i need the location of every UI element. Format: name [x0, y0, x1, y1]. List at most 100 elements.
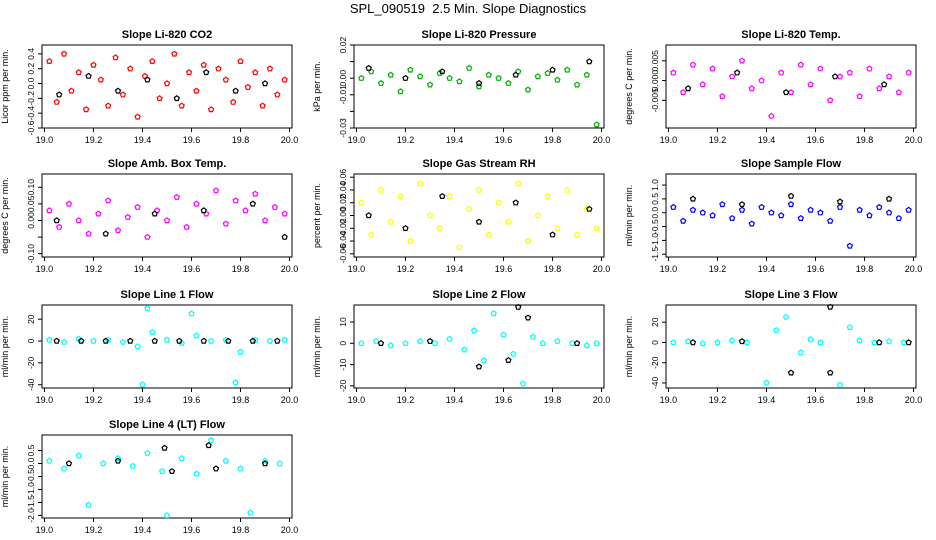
data-point — [876, 339, 883, 346]
data-point — [895, 89, 903, 96]
data-point — [163, 512, 171, 519]
y-tick-label: -20 — [338, 379, 348, 392]
data-point — [114, 227, 122, 234]
data-point — [387, 342, 394, 349]
data-point — [60, 338, 68, 345]
data-point — [55, 223, 63, 230]
data-point — [549, 231, 556, 238]
data-point — [836, 381, 844, 388]
data-point — [465, 205, 473, 212]
y-tick-label: 0.00 — [338, 70, 348, 87]
y-tick-label: -2.0 — [26, 508, 36, 523]
data-point — [163, 217, 171, 224]
data-point — [416, 337, 424, 344]
y-tick-label: 0.2 — [26, 63, 36, 75]
y-axis-label: ml/min per min. — [624, 316, 634, 378]
data-point — [163, 80, 171, 87]
data-point — [426, 212, 434, 219]
x-tick-label: 20.0 — [905, 135, 923, 145]
data-point — [252, 190, 259, 197]
data-point — [748, 85, 756, 92]
data-point — [112, 54, 119, 61]
data-point — [173, 193, 181, 200]
data-point — [372, 337, 380, 344]
data-point — [817, 339, 824, 346]
x-tick-label: 19.0 — [348, 264, 366, 274]
x-tick-label: 20.0 — [905, 264, 923, 274]
data-point — [426, 337, 434, 344]
x-tick-label: 19.0 — [660, 135, 678, 145]
y-tick-label: 0 — [650, 340, 660, 345]
data-point — [836, 73, 844, 80]
x-tick-label: 19.2 — [709, 264, 727, 274]
data-point — [229, 98, 237, 105]
y-tick-label: -0.10 — [26, 244, 36, 264]
y-tick-label: 0.5 — [650, 193, 660, 205]
data-point — [699, 340, 706, 347]
data-point — [358, 74, 365, 81]
data-point — [178, 102, 185, 109]
data-point — [149, 57, 156, 65]
data-point — [188, 310, 195, 317]
data-point — [46, 57, 53, 65]
chart-title: Slope Li-820 Temp. — [741, 29, 840, 41]
data-point — [905, 69, 912, 76]
data-point — [266, 337, 274, 344]
data-point — [193, 200, 200, 207]
y-tick-label: -1.0 — [26, 482, 36, 497]
chart-title: Slope Line 1 Flow — [121, 289, 214, 301]
y-axis-label: Licor ppm per min. — [0, 49, 10, 124]
data-point — [202, 210, 210, 217]
x-tick-label: 20.0 — [593, 135, 611, 145]
data-point — [895, 214, 903, 221]
data-point — [480, 356, 488, 363]
data-point — [856, 206, 863, 213]
data-point — [738, 338, 746, 345]
data-point — [237, 465, 244, 472]
data-point — [407, 237, 414, 244]
data-point — [728, 214, 736, 221]
series-1 — [358, 180, 600, 251]
data-point — [554, 76, 561, 83]
x-tick-label: 19.8 — [544, 395, 562, 405]
y-tick-label: -0.5 — [26, 469, 36, 484]
data-point — [261, 217, 269, 224]
data-point — [242, 207, 249, 214]
series-2 — [65, 442, 269, 474]
data-point — [519, 380, 527, 387]
data-point — [274, 91, 281, 98]
data-point — [885, 338, 893, 345]
data-point — [100, 460, 107, 467]
data-point — [593, 224, 600, 231]
data-point — [807, 336, 814, 343]
data-point — [885, 195, 893, 202]
data-point — [193, 332, 200, 339]
data-point — [885, 73, 893, 80]
x-tick-label: 19.6 — [495, 135, 513, 145]
data-point — [846, 323, 854, 330]
data-point — [583, 71, 591, 78]
data-point — [583, 205, 591, 212]
data-point — [114, 87, 122, 94]
data-point — [85, 72, 92, 79]
data-point — [163, 336, 171, 343]
data-point — [259, 102, 266, 109]
x-tick-label: 19.0 — [660, 264, 678, 274]
data-point — [75, 452, 82, 459]
x-tick-label: 19.8 — [232, 395, 250, 405]
data-point — [178, 454, 185, 461]
x-tick-label: 20.0 — [281, 395, 299, 405]
x-tick-label: 20.0 — [593, 264, 611, 274]
x-tick-label: 20.0 — [593, 395, 611, 405]
y-tick-label: 20 — [650, 317, 660, 327]
data-point — [249, 337, 257, 344]
data-point — [505, 218, 512, 225]
data-point — [679, 217, 687, 224]
data-point — [856, 93, 863, 100]
data-point — [485, 71, 493, 78]
chart-panel-6: Slope Sample Flow ml/min per min. 19.0 19.2… — [624, 158, 922, 274]
data-point — [387, 71, 394, 78]
y-axis-label: ml/min per min. — [0, 316, 10, 378]
data-point — [738, 57, 746, 64]
chart-panel-10: Slope Line 4 (LT) Flow ml/min per min. 19.… — [0, 419, 298, 535]
